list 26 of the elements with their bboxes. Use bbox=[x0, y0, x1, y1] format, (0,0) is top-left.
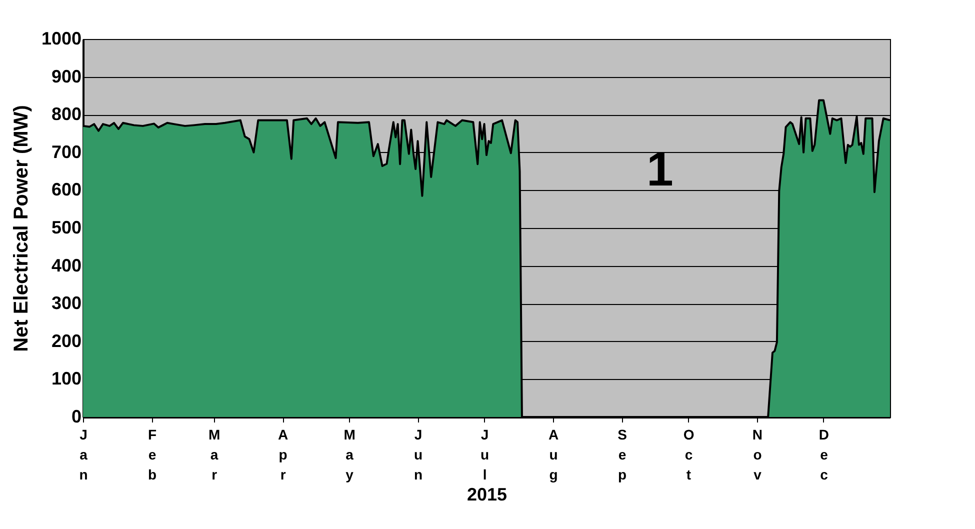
y-tick-label: 800 bbox=[51, 104, 82, 124]
x-tick-label: May bbox=[344, 426, 356, 482]
y-tick-label: 100 bbox=[51, 368, 82, 389]
x-tick-label: Jan bbox=[79, 426, 88, 482]
x-tick-label: Jul bbox=[480, 426, 490, 482]
y-tick-label: 500 bbox=[51, 218, 82, 238]
x-tick-label: Apr bbox=[278, 426, 288, 482]
x-tick-label: Jun bbox=[414, 426, 423, 482]
x-axis-title: 2015 bbox=[466, 484, 508, 504]
x-tick-label: Feb bbox=[148, 426, 157, 482]
x-tick-label: Mar bbox=[208, 426, 220, 482]
x-tick-label: Sep bbox=[618, 426, 627, 482]
y-tick-label: 900 bbox=[51, 66, 82, 86]
y-tick-label: 600 bbox=[51, 180, 82, 200]
x-tick-label: Oct bbox=[683, 426, 694, 482]
y-tick-label: 400 bbox=[51, 255, 82, 276]
y-tick-label: 1000 bbox=[41, 28, 82, 48]
x-tick-label: Dec bbox=[818, 426, 830, 482]
x-tick-label: Nov bbox=[752, 426, 763, 482]
y-tick-label: 300 bbox=[51, 293, 82, 314]
x-tick-label: Aug bbox=[548, 426, 559, 482]
y-tick-label: 200 bbox=[51, 330, 82, 351]
y-tick-label: 0 bbox=[71, 406, 82, 426]
y-axis-title: Net Electrical Power (MW) bbox=[10, 105, 32, 352]
y-tick-label: 700 bbox=[51, 142, 82, 162]
annotation: 1 bbox=[646, 143, 674, 196]
